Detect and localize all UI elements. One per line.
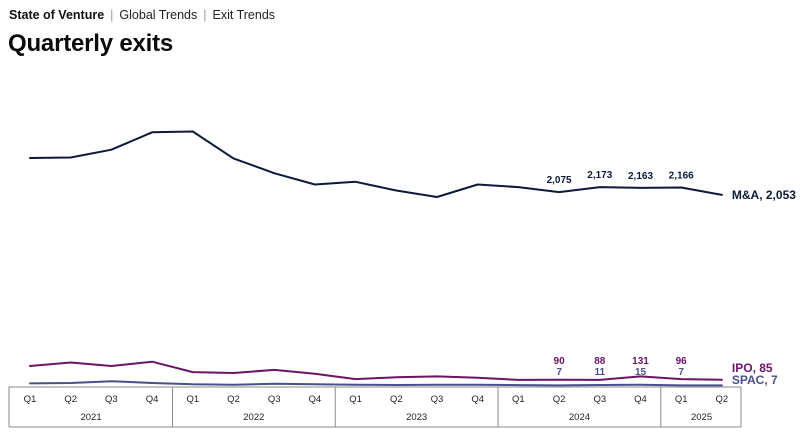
x-year-label: 2022 [243,412,264,423]
x-year-label: 2025 [691,412,712,423]
data-label-spac: 15 [635,367,647,378]
x-year-label: 2023 [406,412,427,423]
x-tick-label: Q2 [553,394,566,405]
x-tick-label: Q3 [268,394,281,405]
x-year-label: 2021 [80,412,101,423]
x-tick-label: Q1 [186,394,199,405]
data-label-ma: 2,166 [669,170,694,181]
series-line-spac [29,380,723,387]
x-tick-label: Q3 [431,394,444,405]
x-tick-label: Q1 [512,394,525,405]
end-label-spac: SPAC, 7 [732,373,778,387]
series-line-ipo [29,360,723,381]
data-label-ipo: 96 [676,356,688,367]
breadcrumb-state-of-venture[interactable]: State of Venture [9,8,105,22]
x-tick-label: Q2 [390,394,403,405]
x-year-label: 2024 [569,412,590,423]
x-tick-label: Q4 [146,394,159,405]
breadcrumb-exit-trends[interactable]: Exit Trends [212,8,276,22]
end-label-ma: M&A, 2,053 [732,188,796,202]
data-label-ma: 2,163 [628,171,653,182]
series-line-ma [29,130,723,198]
breadcrumb: State of Venture | Global Trends | Exit Tren… [9,8,275,22]
x-tick-label: Q2 [716,394,729,405]
data-label-ipo: 90 [554,356,566,367]
x-tick-label: Q4 [471,394,484,405]
x-tick-label: Q4 [309,394,322,405]
x-tick-label: Q2 [64,394,77,405]
breadcrumb-separator: | [110,8,114,22]
x-tick-label: Q2 [227,394,240,405]
x-tick-label: Q1 [349,394,362,405]
x-tick-label: Q1 [24,394,37,405]
data-label-ipo: 88 [594,356,606,367]
x-tick-label: Q4 [634,394,647,405]
breadcrumb-separator: | [203,8,207,22]
x-tick-label: Q3 [105,394,118,405]
data-label-spac: 11 [595,367,606,378]
x-tick-label: Q3 [593,394,606,405]
data-label-spac: 7 [678,367,684,378]
page-title: Quarterly exits [8,30,174,57]
breadcrumb-global-trends[interactable]: Global Trends [119,8,198,22]
end-label-ipo: IPO, 85 [732,361,773,375]
data-label-ma: 2,173 [587,170,612,181]
data-label-spac: 7 [556,367,562,378]
data-label-ma: 2,075 [547,175,572,186]
x-tick-label: Q1 [675,394,688,405]
data-label-ipo: 131 [632,356,649,367]
